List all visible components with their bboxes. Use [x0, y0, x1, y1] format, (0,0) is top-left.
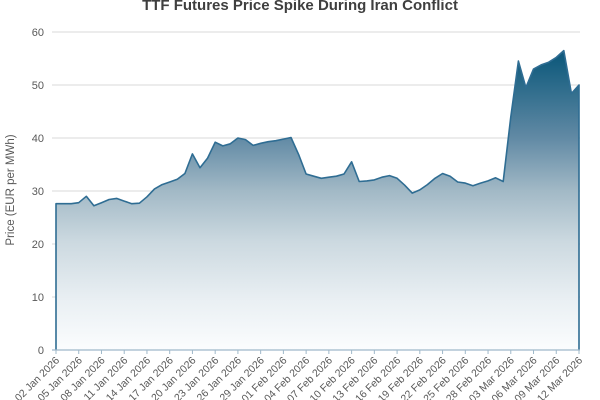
y-tick-label: 60: [32, 27, 44, 39]
price-area-fill: [56, 50, 579, 350]
price-area-series: [55, 49, 580, 350]
y-axis-title: Price (EUR per MWh): [5, 134, 17, 245]
y-tick-label: 40: [32, 133, 44, 145]
y-tick-label: 50: [32, 80, 44, 92]
y-tick-label: 30: [32, 186, 44, 198]
y-tick-label: 20: [32, 239, 44, 251]
chart-title: TTF Futures Price Spike During Iran Conf…: [142, 0, 458, 14]
y-tick-label: 10: [32, 292, 44, 304]
price-line: [55, 49, 580, 350]
y-tick-label: 0: [38, 345, 44, 357]
